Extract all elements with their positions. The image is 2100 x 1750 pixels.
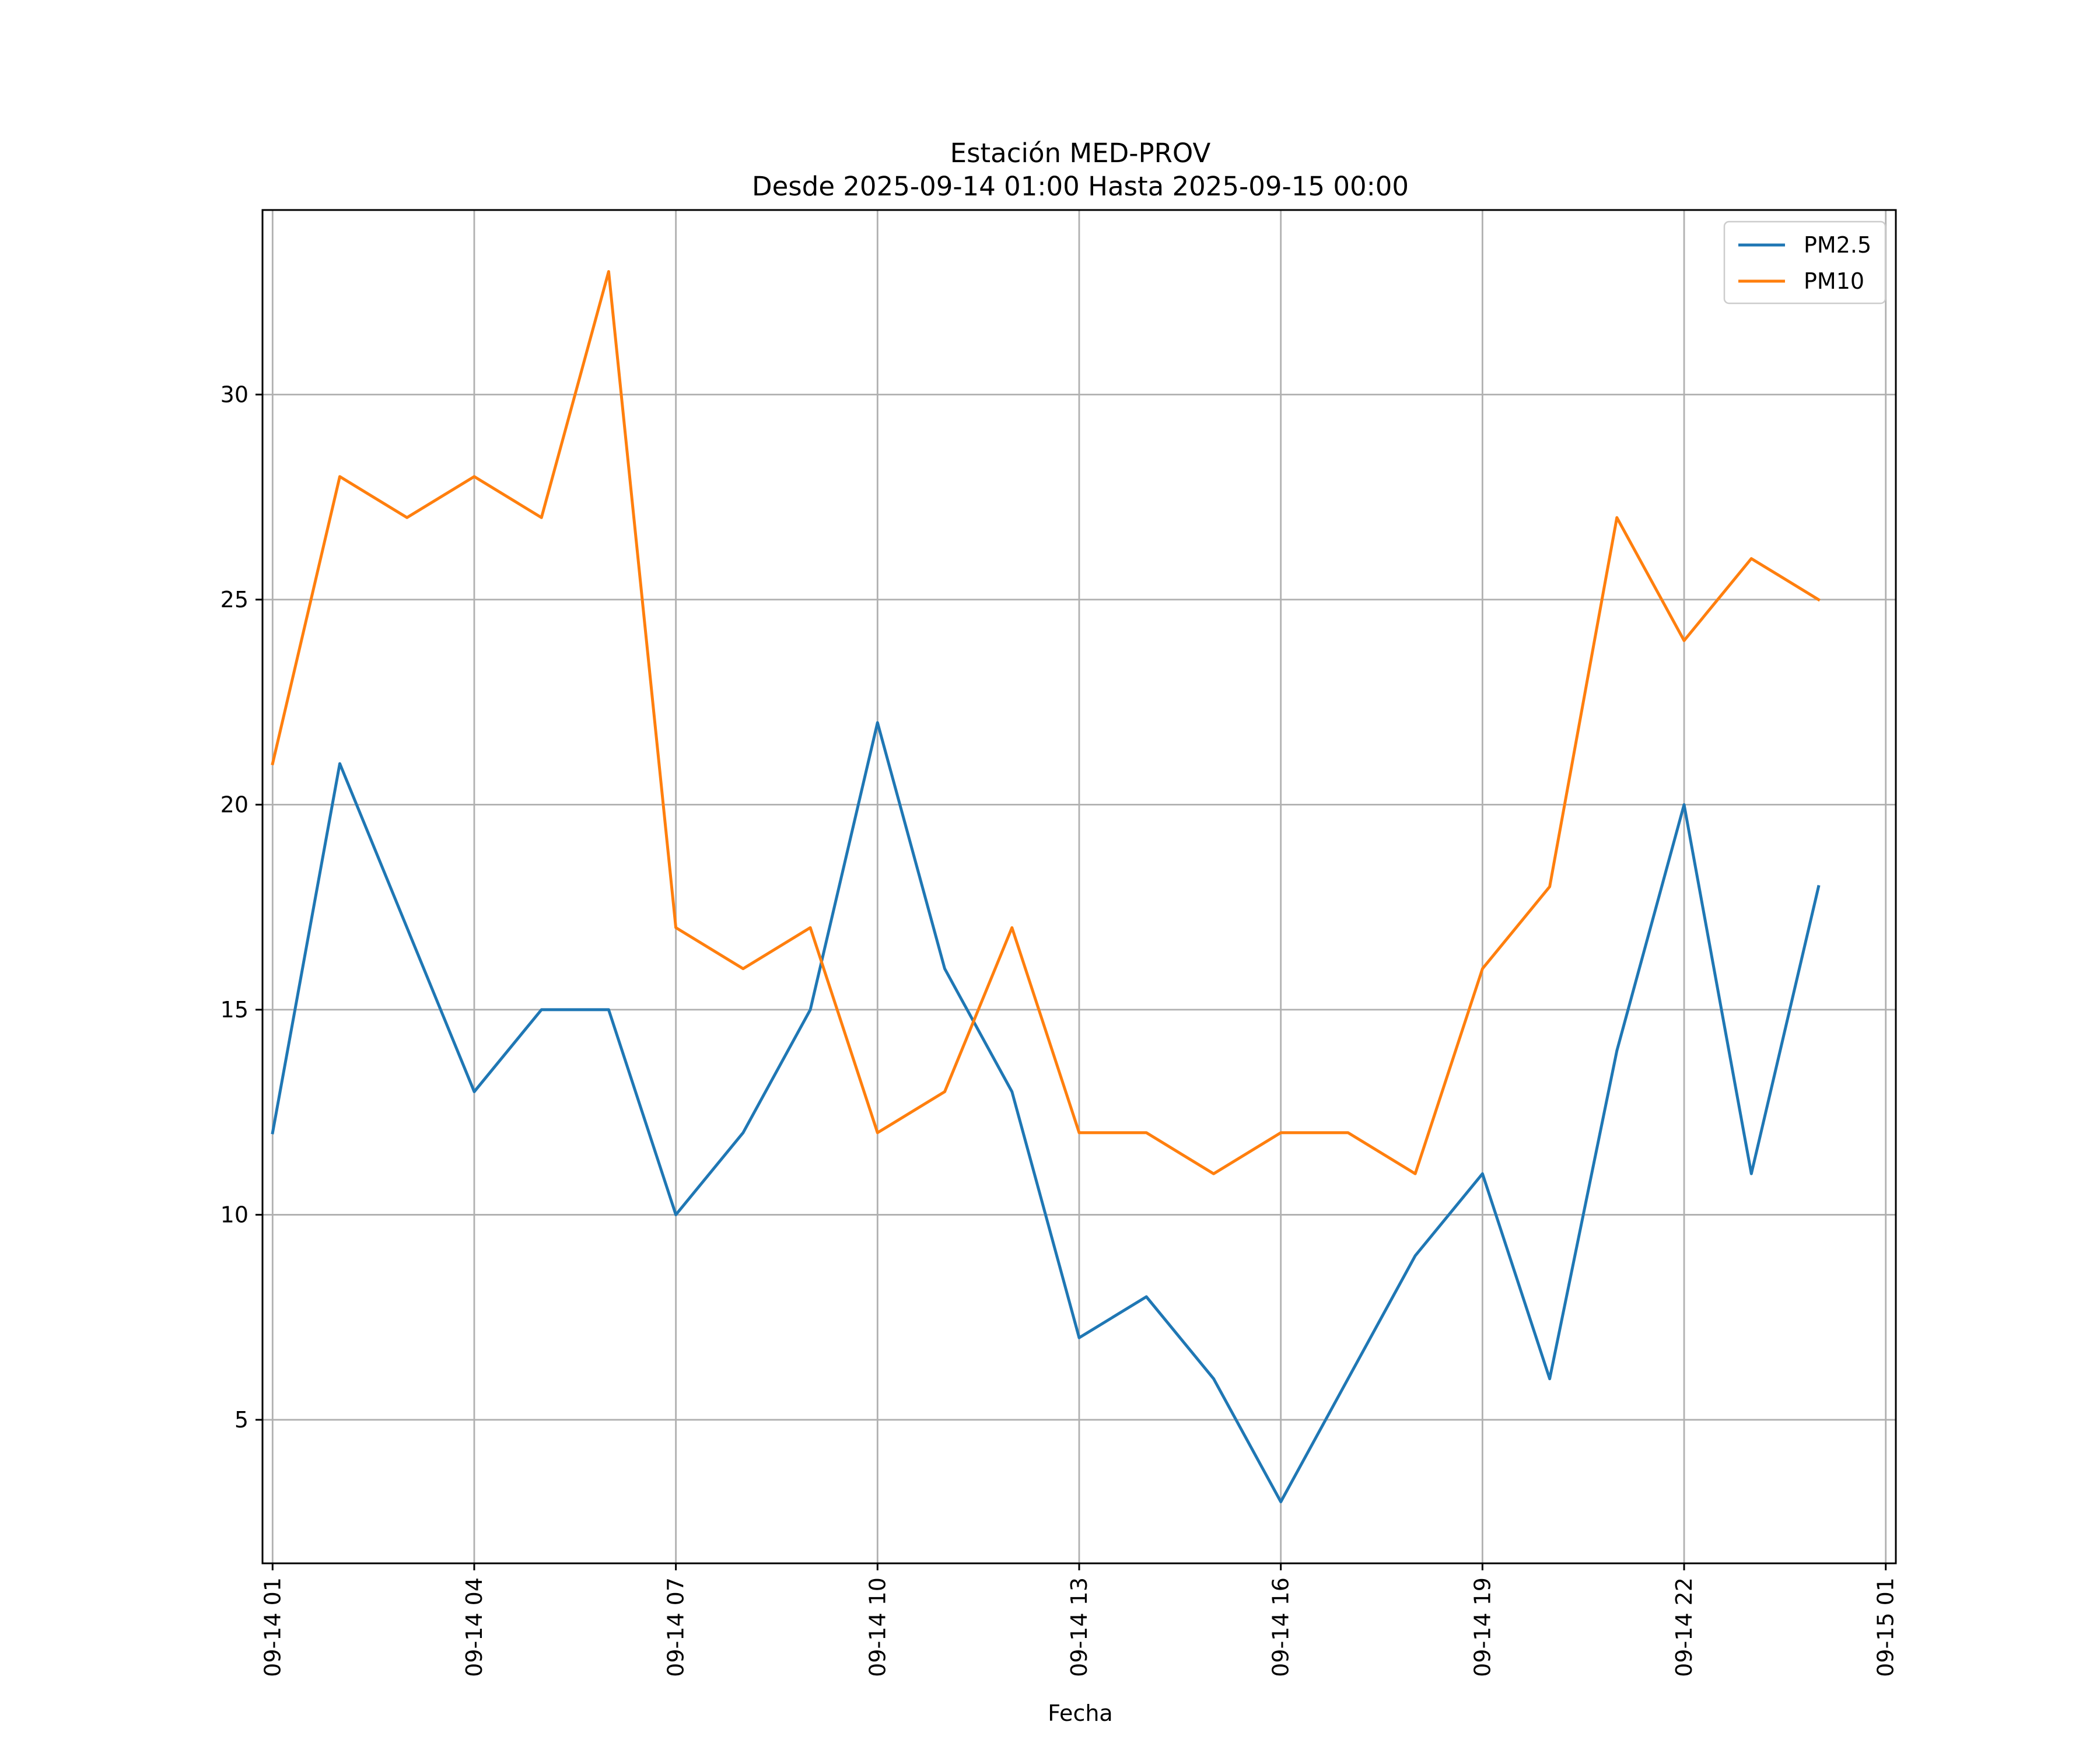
legend-label: PM2.5 bbox=[1804, 232, 1871, 258]
x-tick-label: 09-14 04 bbox=[461, 1577, 487, 1677]
x-tick-label: 09-14 13 bbox=[1066, 1577, 1092, 1677]
y-tick-label: 25 bbox=[220, 587, 249, 612]
x-tick-label: 09-14 22 bbox=[1671, 1577, 1697, 1677]
y-tick-label: 20 bbox=[220, 792, 249, 817]
y-tick-label: 30 bbox=[220, 382, 249, 407]
y-tick-label: 15 bbox=[220, 997, 249, 1023]
series-line-pm10 bbox=[271, 270, 1821, 1175]
y-tick-label: 10 bbox=[220, 1202, 249, 1227]
legend-label: PM10 bbox=[1804, 268, 1864, 294]
x-axis-label: Fecha bbox=[1048, 1700, 1112, 1726]
x-tick-label: 09-14 10 bbox=[864, 1577, 890, 1677]
series-line-pm25 bbox=[271, 721, 1821, 1503]
x-tick-label: 09-14 07 bbox=[663, 1577, 689, 1677]
x-tick-label: 09-14 16 bbox=[1268, 1577, 1294, 1677]
y-axis: 5 10 15 20 25 30 bbox=[220, 382, 262, 1433]
legend-box bbox=[1723, 220, 1887, 304]
y-tick-label: 5 bbox=[235, 1407, 249, 1433]
chart-title: Estación MED-PROV bbox=[950, 138, 1211, 169]
x-tick-label: 09-14 19 bbox=[1469, 1577, 1495, 1677]
grid bbox=[262, 210, 1896, 1563]
x-axis: 09-14 01 09-14 04 09-14 07 09-14 10 09-14 13… bbox=[260, 1563, 1899, 1677]
series-lines bbox=[271, 270, 1821, 1503]
x-tick-label: 09-15 01 bbox=[1873, 1577, 1899, 1677]
chart-subtitle: Desde 2025-09-14 01:00 Hasta 2025-09-15 … bbox=[752, 171, 1409, 202]
legend: PM2.5 PM10 bbox=[1723, 220, 1887, 304]
x-tick-label: 09-14 01 bbox=[260, 1577, 285, 1677]
